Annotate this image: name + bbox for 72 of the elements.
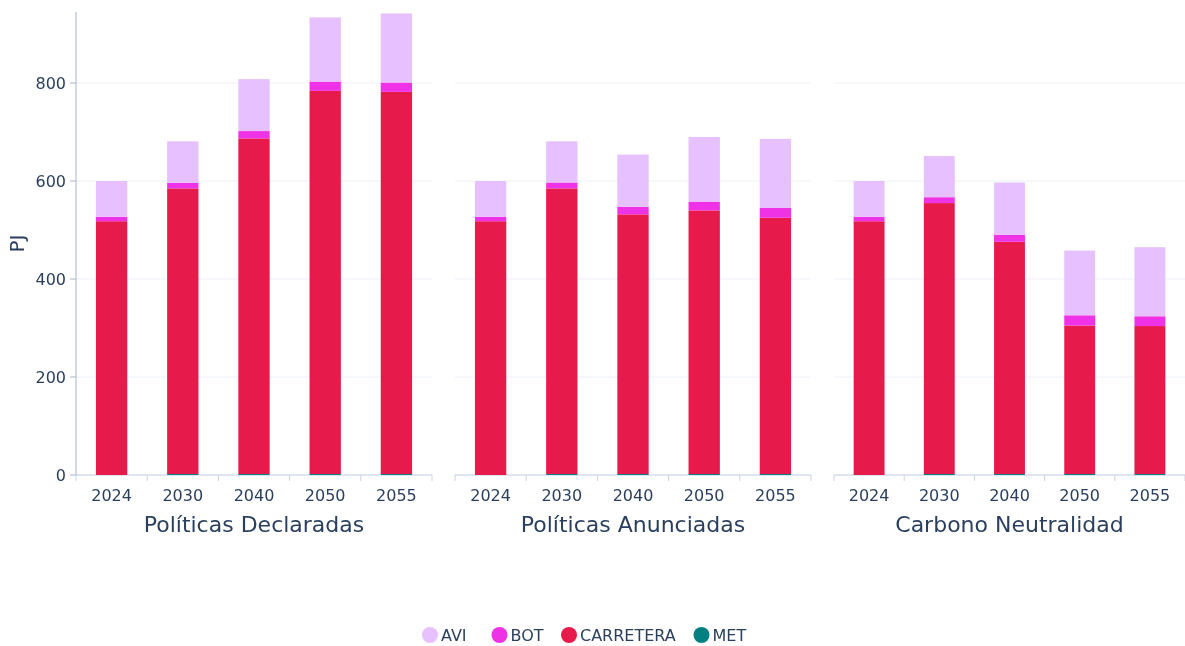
bar [1134,326,1166,475]
bar [617,207,649,215]
bar [688,201,720,211]
bar [238,79,270,132]
x-tick-label: 2055 [1129,486,1171,505]
bar [1064,250,1096,316]
bar [309,81,341,91]
bar [688,136,720,202]
bar [95,181,128,217]
bar [474,221,507,475]
bar [474,216,507,222]
bar [617,214,649,475]
bar [546,141,578,183]
bar [380,13,413,83]
bar [380,91,413,475]
bar [167,182,199,189]
legend-label: BOT [510,625,544,645]
bar [923,197,955,204]
bar [923,203,955,475]
x-tick-label: 2050 [304,486,346,505]
bar [167,188,199,475]
bar [474,181,507,217]
y-tick-label: 400 [35,269,66,289]
bar [95,221,128,475]
bar [1064,315,1096,326]
bar [309,17,341,82]
bar [617,154,649,207]
x-tick-label: 2040 [612,486,654,505]
bar [167,141,199,183]
bar [309,90,341,475]
y-tick-label: 800 [35,73,66,93]
bar [238,138,270,475]
bar [238,131,270,139]
y-tick-label: 200 [35,367,66,387]
y-tick-label: 600 [35,171,66,191]
x-tick-label: 2024 [470,486,511,505]
bar [994,234,1025,242]
bar [95,216,128,222]
bar [1134,247,1166,317]
bar [994,182,1025,235]
bar [546,188,578,475]
x-axis-title: Carbono Neutralidad [895,512,1124,537]
bar [853,181,885,217]
legend-label: MET [712,625,747,645]
x-tick-label: 2030 [918,486,960,505]
x-tick-label: 2040 [233,486,275,505]
x-tick-label: 2024 [91,486,132,505]
bar [853,216,885,222]
y-tick-label: 0 [55,465,66,485]
legend-label: CARRETERA [580,625,676,645]
bar [853,221,885,475]
x-tick-label: 2030 [162,486,204,505]
x-tick-label: 2030 [541,486,583,505]
bar [759,138,792,208]
legend-label: AVI [441,625,467,645]
x-tick-label: 2055 [755,486,796,505]
bar [759,207,792,218]
x-tick-label: 2050 [1059,486,1101,505]
bar [1134,316,1166,327]
x-axis-title: Políticas Anunciadas [520,512,746,537]
bar [380,82,413,92]
x-tick-label: 2055 [376,486,417,505]
x-tick-label: 2040 [989,486,1030,505]
x-axis-title: Políticas Declaradas [143,512,365,537]
bar [994,241,1025,475]
x-tick-label: 2024 [848,486,890,505]
bar [1064,325,1096,475]
y-axis-title: PJ [5,234,29,253]
bar [923,156,955,198]
x-tick-label: 2050 [683,486,725,505]
bar [688,210,720,475]
bar [759,217,792,475]
